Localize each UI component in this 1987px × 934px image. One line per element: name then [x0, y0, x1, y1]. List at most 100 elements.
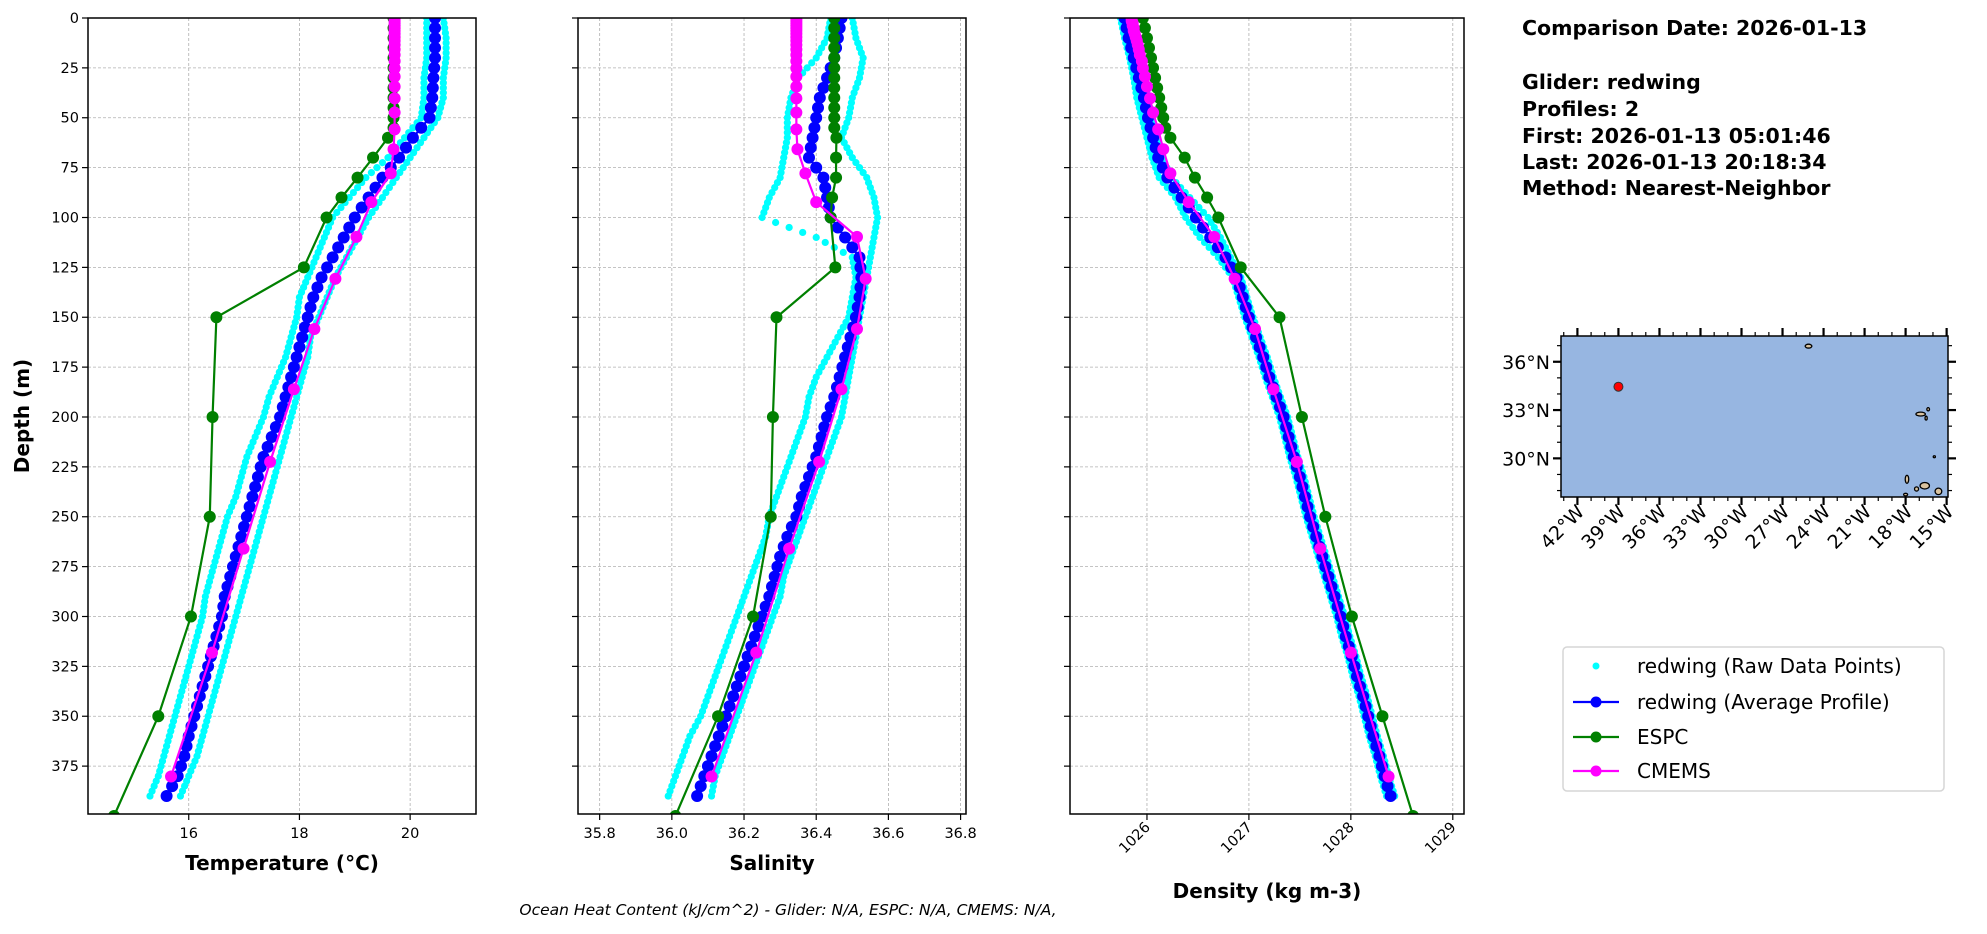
average-profile-marker	[752, 620, 765, 633]
density-plot-area	[1116, 18, 1419, 814]
average-profile-marker	[251, 470, 264, 483]
espc-marker	[828, 101, 841, 114]
raw-data-point	[664, 792, 672, 800]
cmems-marker	[790, 92, 803, 105]
cmems-marker	[287, 383, 300, 396]
average-profile-marker	[426, 81, 439, 94]
espc-marker	[1295, 410, 1308, 423]
cmems-marker	[1138, 70, 1151, 83]
raw-data-point	[420, 74, 428, 82]
espc-marker	[828, 61, 841, 74]
y-tick-label: 75	[61, 161, 79, 177]
raw-data-point	[423, 39, 431, 47]
map-lat-label: 36°N	[1502, 352, 1550, 374]
average-profile-marker	[839, 231, 852, 244]
comparison-date: Comparison Date: 2026-01-13	[1522, 16, 1867, 40]
espc-marker	[1234, 261, 1247, 274]
espc-marker	[826, 191, 839, 204]
map-lon-label: 18°W	[1864, 501, 1917, 554]
salinity-panel: 35.8 36.0 36.2 36.4 36.6 36.8 Salinity	[572, 17, 977, 875]
average-profile-marker	[269, 420, 282, 433]
average-profile-marker	[709, 740, 722, 753]
average-profile-marker	[846, 241, 859, 254]
raw-data-point	[783, 124, 791, 132]
average-profile-marker	[781, 530, 794, 543]
legend-frame	[1562, 646, 1945, 792]
raw-data-point	[707, 792, 716, 800]
average-profile-marker	[276, 401, 289, 414]
raw-data-point	[417, 114, 425, 122]
raw-data-point	[442, 49, 450, 57]
average-profile-marker	[1381, 780, 1394, 793]
island-land	[1804, 343, 1813, 349]
y-tick-label: 300	[51, 609, 79, 625]
y-tick-label: 175	[51, 360, 79, 376]
average-profile-marker	[730, 680, 743, 693]
average-profile-marker	[810, 111, 823, 124]
cmems-marker	[1144, 92, 1157, 105]
raw-data-point	[785, 223, 793, 232]
info-panel: Comparison Date: 2026-01-13 Glider: redw…	[1522, 16, 1867, 200]
average-profile-marker	[817, 81, 830, 94]
raw-data-point	[423, 29, 431, 37]
average-profile-marker	[296, 331, 309, 344]
average-profile-marker	[249, 480, 262, 493]
average-profile-marker	[311, 281, 324, 294]
cmems-marker	[388, 70, 401, 83]
average-profile-marker	[774, 550, 787, 563]
average-profile-marker	[795, 490, 808, 503]
average-profile-marker	[429, 31, 442, 44]
last-profile-time: Last: 2026-01-13 20:18:34	[1522, 150, 1826, 174]
average-profile-marker	[813, 91, 826, 104]
espc-marker	[824, 211, 837, 224]
legend-label: ESPC	[1637, 725, 1688, 749]
raw-data-point	[409, 124, 417, 132]
average-profile-marker	[701, 760, 714, 773]
average-profile-marker	[332, 241, 345, 254]
raw-data-point	[439, 74, 447, 82]
raw-data-point	[400, 134, 409, 142]
espc-marker	[206, 410, 219, 423]
y-tick-label: 50	[61, 111, 79, 127]
average-profile-marker	[428, 61, 441, 74]
legend-item: ESPC	[1573, 725, 1688, 749]
legend-marker	[1590, 731, 1602, 743]
temperature-axes-frame	[87, 17, 477, 815]
espc-marker	[669, 809, 682, 814]
raw-data-point	[859, 169, 867, 177]
espc-marker	[1376, 710, 1389, 723]
x-tick-label: 16	[180, 826, 198, 842]
map-frame	[1560, 335, 1949, 498]
island-land	[1919, 481, 1931, 490]
raw-data-point	[423, 24, 431, 32]
espc-marker	[828, 111, 841, 124]
espc-marker	[747, 610, 760, 623]
average-profile-marker	[238, 520, 251, 533]
espc-marker	[152, 710, 165, 723]
average-profile-marker	[415, 121, 428, 134]
average-profile-marker	[723, 700, 736, 713]
raw-data-point	[384, 154, 392, 162]
raw-data-point	[423, 34, 431, 42]
espc-marker	[1149, 71, 1162, 84]
cmems-marker	[264, 455, 277, 468]
raw-data-point	[812, 54, 820, 62]
legend-marker	[1590, 696, 1602, 708]
cmems-marker	[750, 646, 763, 659]
density-axis-label: Density (kg m-3)	[1173, 879, 1362, 903]
map-lon-label: 42°W	[1536, 501, 1589, 554]
average-profile-marker	[399, 141, 412, 154]
espc-marker	[830, 131, 843, 144]
cmems-marker	[790, 106, 803, 119]
cmems-marker	[791, 143, 804, 156]
cmems-marker	[1267, 383, 1280, 396]
raw-data-point	[362, 173, 370, 182]
raw-data-point	[783, 129, 791, 137]
cmems-marker	[790, 62, 803, 75]
average-profile-marker	[427, 71, 440, 84]
average-profile-marker	[759, 600, 772, 613]
cmems-marker	[388, 106, 401, 119]
average-profile-marker	[429, 51, 442, 64]
average-profile-marker	[817, 171, 830, 184]
cmems-marker	[1182, 196, 1195, 209]
